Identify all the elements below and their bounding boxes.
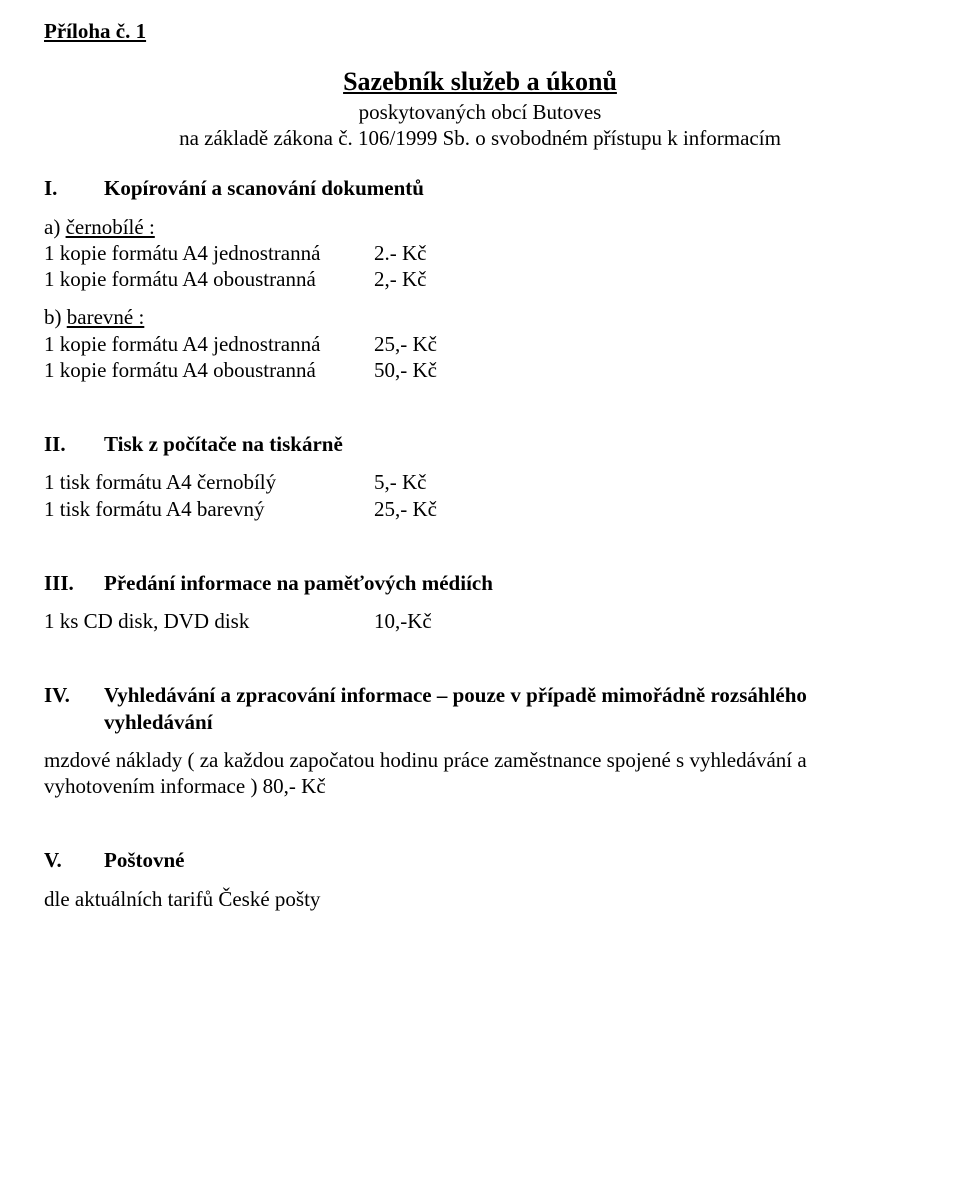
section-ii-title: Tisk z počítače na tiskárně (104, 431, 916, 457)
price-row-value: 5,- Kč (364, 469, 426, 495)
price-row: 1 tisk formátu A4 barevný 25,- Kč (44, 496, 916, 522)
section-v-heading: V. Poštovné (44, 847, 916, 873)
price-row-value: 25,- Kč (364, 331, 437, 357)
section-iv-title-line1: Vyhledávání a zpracování informace – pou… (104, 682, 916, 708)
price-row-label: 1 ks CD disk, DVD disk (44, 608, 364, 634)
section-ii-roman: II. (44, 431, 104, 457)
section-i-roman: I. (44, 175, 104, 201)
price-row-label: 1 kopie formátu A4 oboustranná (44, 357, 364, 383)
price-row: 1 kopie formátu A4 oboustranná 50,- Kč (44, 357, 916, 383)
price-row-label: 1 kopie formátu A4 jednostranná (44, 331, 364, 357)
section-ii-heading: II. Tisk z počítače na tiskárně (44, 431, 916, 457)
price-row: 1 kopie formátu A4 jednostranná 2.- Kč (44, 240, 916, 266)
section-v-title: Poštovné (104, 847, 916, 873)
document-page: Příloha č. 1 Sazebník služeb a úkonů pos… (0, 0, 960, 1199)
title-block: Sazebník služeb a úkonů poskytovaných ob… (44, 66, 916, 151)
section-iii-title: Předání informace na paměťových médiích (104, 570, 916, 596)
price-row-value: 50,- Kč (364, 357, 437, 383)
section-iii-heading: III. Předání informace na paměťových méd… (44, 570, 916, 596)
section-v-roman: V. (44, 847, 104, 873)
subtitle-line2: na základě zákona č. 106/1999 Sb. o svob… (44, 125, 916, 151)
price-row-value: 25,- Kč (364, 496, 437, 522)
price-row: 1 kopie formátu A4 jednostranná 25,- Kč (44, 331, 916, 357)
section-i-group-b-label: b) barevné : (44, 304, 916, 330)
price-row-label: 1 kopie formátu A4 jednostranná (44, 240, 364, 266)
section-iv-heading: IV. Vyhledávání a zpracování informace –… (44, 682, 916, 708)
section-iv-roman: IV. (44, 682, 104, 708)
section-i-group-a-label: a) černobílé : (44, 214, 916, 240)
section-iii-roman: III. (44, 570, 104, 596)
price-row-value: 10,-Kč (364, 608, 432, 634)
price-row: 1 kopie formátu A4 oboustranná 2,- Kč (44, 266, 916, 292)
section-iv-title-line2: vyhledávání (44, 709, 916, 735)
price-row: 1 ks CD disk, DVD disk 10,-Kč (44, 608, 916, 634)
subtitle-line1: poskytovaných obcí Butoves (44, 99, 916, 125)
price-row-value: 2,- Kč (364, 266, 426, 292)
price-row-label: 1 kopie formátu A4 oboustranná (44, 266, 364, 292)
price-row: 1 tisk formátu A4 černobílý 5,- Kč (44, 469, 916, 495)
section-i-heading: I. Kopírování a scanování dokumentů (44, 175, 916, 201)
section-iv-body: mzdové náklady ( za každou započatou hod… (44, 747, 916, 800)
section-v-body: dle aktuálních tarifů České pošty (44, 886, 916, 912)
price-row-value: 2.- Kč (364, 240, 426, 266)
section-i-title: Kopírování a scanování dokumentů (104, 175, 916, 201)
price-row-label: 1 tisk formátu A4 černobílý (44, 469, 364, 495)
title-main: Sazebník služeb a úkonů (44, 66, 916, 99)
price-row-label: 1 tisk formátu A4 barevný (44, 496, 364, 522)
attachment-label: Příloha č. 1 (44, 18, 916, 44)
